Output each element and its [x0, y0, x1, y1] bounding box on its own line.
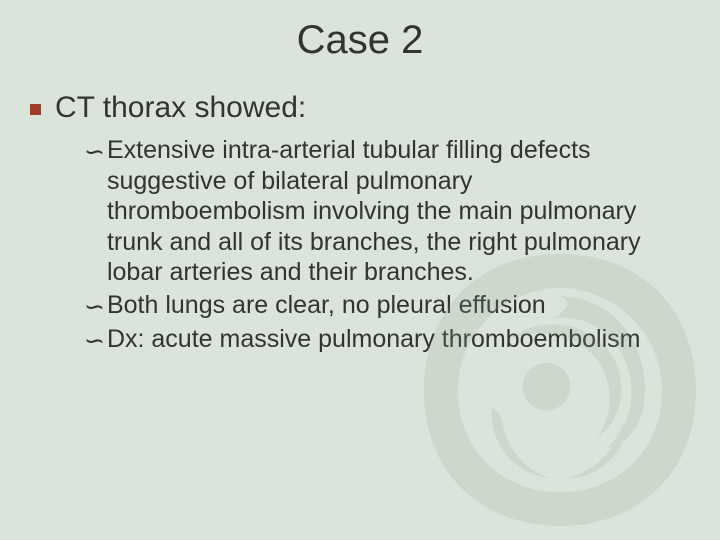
item-value: acute massive pulmonary thromboembolism: [144, 325, 640, 353]
list-item: ∽ Both lungs are clear, no pleural effus…: [84, 290, 664, 322]
tilde-bullet-icon: ∽: [84, 292, 105, 322]
level2-text: Dx: acute massive pulmonary thromboembol…: [107, 324, 641, 355]
level2-text: Extensive intra-arterial tubular filling…: [107, 135, 664, 288]
tilde-bullet-icon: ∽: [84, 137, 105, 167]
list-item: ∽ Dx: acute massive pulmonary thromboemb…: [84, 324, 664, 356]
tilde-bullet-icon: ∽: [84, 326, 105, 356]
square-bullet-icon: [30, 104, 41, 115]
item-label: Both: [107, 291, 158, 319]
level2-text: Both lungs are clear, no pleural effusio…: [107, 290, 546, 321]
level1-text: CT thorax showed:: [55, 91, 306, 125]
slide: Case 2 CT thorax showed: ∽ Extensive int…: [0, 0, 720, 540]
level2-list: ∽ Extensive intra-arterial tubular filli…: [84, 135, 664, 356]
item-label: Extensive: [107, 136, 215, 164]
item-value: lungs are clear, no pleural effusion: [158, 291, 545, 319]
slide-title: Case 2: [36, 18, 684, 63]
item-label: Dx:: [107, 325, 145, 353]
bullet-level1: CT thorax showed:: [30, 91, 684, 125]
list-item: ∽ Extensive intra-arterial tubular filli…: [84, 135, 664, 288]
